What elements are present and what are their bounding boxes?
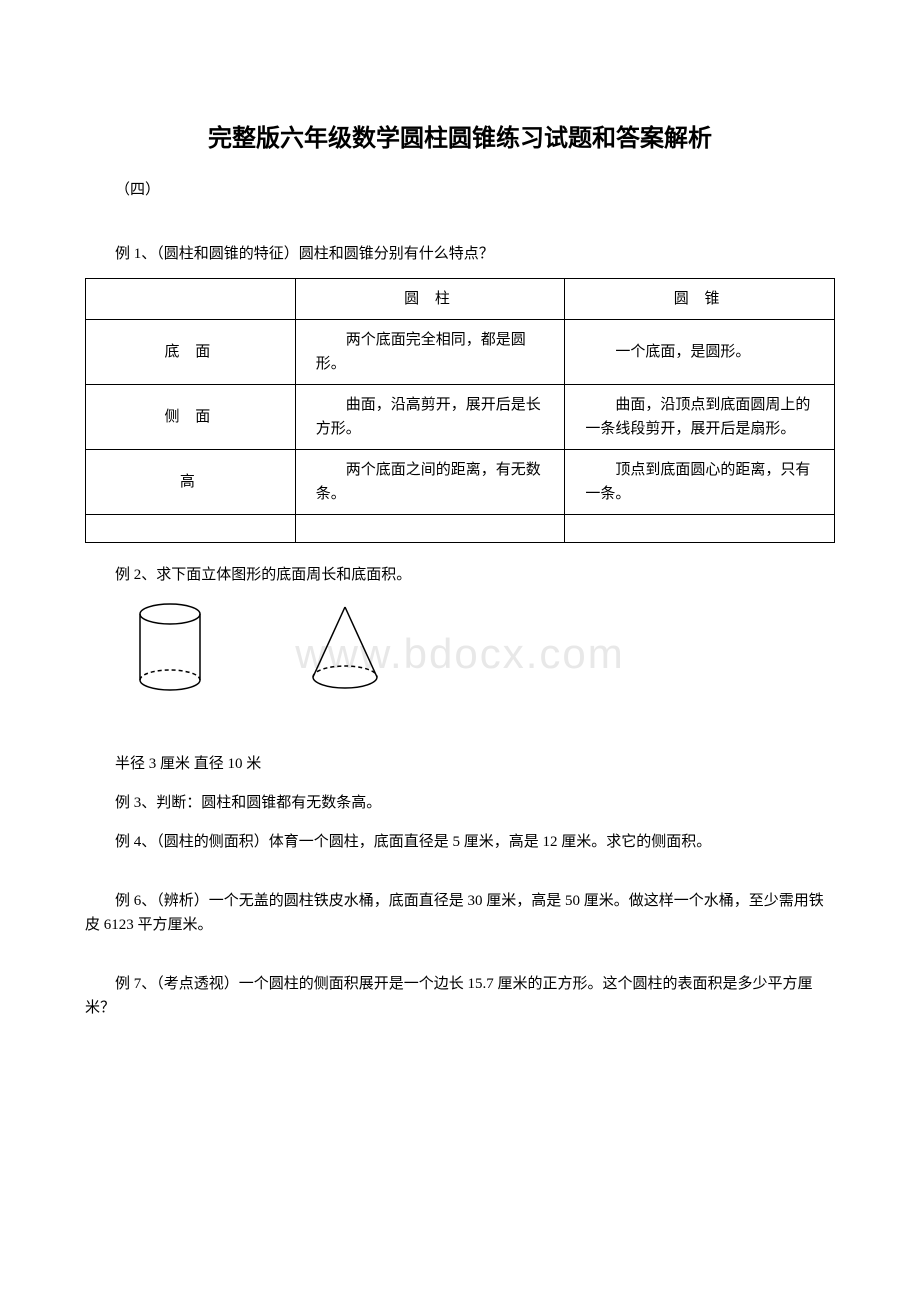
table-header-cylinder: 圆 柱 bbox=[295, 279, 565, 320]
comparison-table: 圆 柱 圆 锥 底 面 两个底面完全相同，都是圆形。 一个底面，是圆形。 侧 面… bbox=[85, 278, 835, 543]
example-2: 例 2、求下面立体图形的底面周长和底面积。 bbox=[85, 563, 835, 587]
example-4: 例 4、（圆柱的侧面积）体育一个圆柱，底面直径是 5 厘米，高是 12 厘米。求… bbox=[85, 830, 835, 854]
document-title: 完整版六年级数学圆柱圆锥练习试题和答案解析 bbox=[85, 120, 835, 158]
table-row: 高 两个底面之间的距离，有无数条。 顶点到底面圆心的距离，只有一条。 bbox=[86, 450, 835, 515]
table-header-row: 圆 柱 圆 锥 bbox=[86, 279, 835, 320]
table-label-height: 高 bbox=[86, 450, 296, 515]
example-7: 例 7、（考点透视）一个圆柱的侧面积展开是一个边长 15.7 厘米的正方形。这个… bbox=[85, 972, 835, 1020]
dimensions-text: 半径 3 厘米 直径 10 米 bbox=[85, 752, 835, 776]
table-row: 侧 面 曲面，沿高剪开，展开后是长方形。 曲面，沿顶点到底面圆周上的一条线段剪开… bbox=[86, 385, 835, 450]
table-cell: 曲面，沿顶点到底面圆周上的一条线段剪开，展开后是扇形。 bbox=[565, 385, 835, 450]
table-empty-cell bbox=[565, 515, 835, 543]
table-cell: 两个底面完全相同，都是圆形。 bbox=[295, 320, 565, 385]
example-3: 例 3、判断：圆柱和圆锥都有无数条高。 bbox=[85, 791, 835, 815]
table-empty-row bbox=[86, 515, 835, 543]
shapes-row bbox=[85, 602, 835, 692]
cylinder-icon bbox=[135, 602, 205, 692]
table-cell: 曲面，沿高剪开，展开后是长方形。 bbox=[295, 385, 565, 450]
table-cell: 顶点到底面圆心的距离，只有一条。 bbox=[565, 450, 835, 515]
table-empty-cell bbox=[295, 515, 565, 543]
table-label-base: 底 面 bbox=[86, 320, 296, 385]
example-1: 例 1、（圆柱和圆锥的特征）圆柱和圆锥分别有什么特点？ bbox=[85, 242, 835, 266]
cone-icon bbox=[305, 602, 385, 692]
table-header-empty bbox=[86, 279, 296, 320]
table-label-side: 侧 面 bbox=[86, 385, 296, 450]
table-header-cone: 圆 锥 bbox=[565, 279, 835, 320]
subtitle: （四） bbox=[85, 178, 835, 202]
table-empty-cell bbox=[86, 515, 296, 543]
example-6: 例 6、（辨析）一个无盖的圆柱铁皮水桶，底面直径是 30 厘米，高是 50 厘米… bbox=[85, 889, 835, 937]
table-cell: 两个底面之间的距离，有无数条。 bbox=[295, 450, 565, 515]
table-row: 底 面 两个底面完全相同，都是圆形。 一个底面，是圆形。 bbox=[86, 320, 835, 385]
table-cell: 一个底面，是圆形。 bbox=[565, 320, 835, 385]
document-content: 完整版六年级数学圆柱圆锥练习试题和答案解析 （四） 例 1、（圆柱和圆锥的特征）… bbox=[85, 120, 835, 1020]
